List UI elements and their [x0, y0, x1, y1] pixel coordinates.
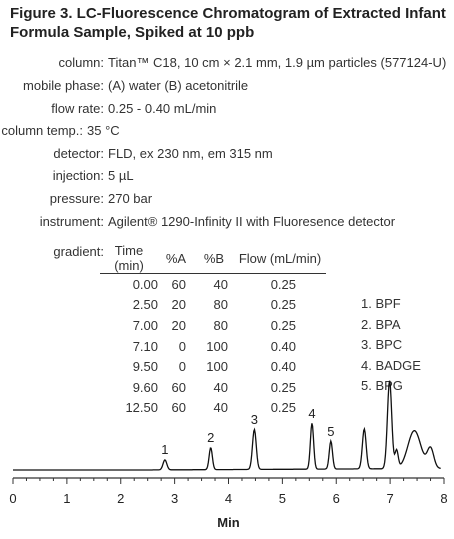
table-row: 7.10 0 100 0.40: [100, 336, 326, 357]
x-tick-label: 1: [63, 491, 70, 506]
table-row: 2.50 20 80 0.25: [100, 295, 326, 316]
gradient-cell: 9.60: [132, 379, 158, 395]
x-tick-label: 4: [225, 491, 232, 506]
condition-label: mobile phase:: [23, 78, 104, 93]
gradient-cell: 0: [178, 359, 186, 375]
gradient-cell: 80: [213, 317, 228, 333]
table-row: 9.50 0 100 0.40: [100, 356, 326, 377]
figure-title: Figure 3. LC-Fluorescence Chromatogram o…: [10, 5, 446, 41]
gradient-cell: 100: [206, 359, 228, 375]
x-tick-label: 5: [279, 491, 286, 506]
gradient-cell: 0.25: [270, 400, 296, 416]
condition-label: column temp.:: [1, 123, 83, 138]
condition-label: pressure:: [49, 191, 104, 206]
gradient-cell: 9.50: [132, 359, 158, 375]
condition-value: FLD, ex 230 nm, em 315 nm: [108, 146, 273, 161]
gradient-cell: 0.00: [132, 276, 158, 292]
condition-label: detector:: [53, 146, 104, 161]
legend-entry: 1. BPF: [361, 296, 401, 311]
gradient-cell: 80: [213, 297, 228, 313]
chromatogram-trace: [13, 380, 441, 471]
condition-value: Titan™ C18, 10 cm × 2.1 mm, 1.9 µm parti…: [108, 55, 447, 70]
legend-entry: 2. BPA: [361, 316, 401, 332]
condition-value: 270 bar: [108, 191, 153, 206]
gradient-header-cell: %A: [158, 243, 194, 274]
table-row: 7.00 20 80 0.25: [100, 315, 326, 336]
peak-label: 3: [251, 412, 258, 427]
gradient-cell: 0.40: [270, 338, 296, 354]
condition-value: (A) water (B) acetonitrile: [108, 78, 249, 93]
gradient-table-header: Time (min) %A %B Flow (mL/min): [100, 243, 326, 274]
x-axis-title: Min: [217, 515, 239, 530]
gradient-cell: 100: [206, 338, 228, 354]
gradient-cell: 0.25: [270, 297, 296, 313]
gradient-cell: 40: [213, 400, 228, 416]
gradient-header-cell: Flow (mL/min): [234, 243, 326, 274]
gradient-cell: 60: [171, 379, 186, 395]
gradient-cell: 0: [178, 338, 186, 354]
gradient-header-cell: Time (min): [100, 243, 158, 274]
gradient-cell: 12.50: [125, 400, 158, 416]
condition-value: Agilent® 1290-Infinity II with Fluoresen…: [108, 214, 396, 229]
condition-value: 0.25 - 0.40 mL/min: [108, 101, 217, 116]
gradient-label: gradient:: [53, 244, 104, 259]
gradient-cell: 7.00: [132, 317, 158, 333]
gradient-cell: 2.50: [132, 297, 158, 313]
gradient-cell: 60: [171, 276, 186, 292]
gradient-cell: 0.25: [270, 317, 296, 333]
table-row: 0.00 60 40 0.25: [100, 274, 326, 295]
peak-label: 2: [207, 430, 214, 445]
gradient-cell: 40: [213, 379, 228, 395]
condition-label: flow rate:: [51, 101, 104, 116]
x-tick-label: 6: [333, 491, 340, 506]
gradient-cell: 60: [171, 400, 186, 416]
x-tick-label: 0: [9, 491, 16, 506]
x-tick-label: 2: [117, 491, 124, 506]
legend-entry: 3. BPC: [361, 337, 403, 353]
peak-label: 4: [308, 406, 315, 421]
gradient-cell: 0.25: [270, 276, 296, 292]
gradient-cell: 40: [213, 276, 228, 292]
condition-label: instrument:: [39, 214, 104, 229]
condition-value: 5 µL: [108, 168, 134, 183]
table-row: 9.60 60 40 0.25: [100, 377, 326, 398]
peak-label: 5: [327, 424, 334, 439]
condition-value: 35 °C: [87, 123, 120, 138]
x-tick-label: 7: [387, 491, 394, 506]
x-tick-label: 8: [440, 491, 447, 506]
peak-legend: 1. BPF 2. BPA 3. BPC 4. BADGE 5. BPG: [361, 296, 421, 399]
gradient-cell: 0.25: [270, 379, 296, 395]
condition-label: injection:: [52, 168, 104, 183]
condition-label: column:: [58, 55, 104, 70]
peak-label: 1: [161, 442, 168, 457]
gradient-cell: 20: [171, 317, 186, 333]
gradient-cell: 20: [171, 297, 186, 313]
table-row: 12.50 60 40 0.25: [100, 398, 326, 419]
gradient-header-cell: %B: [194, 243, 234, 274]
gradient-cell: 0.40: [270, 359, 296, 375]
gradient-table: Time (min) %A %B Flow (mL/min) 0.00 60 40 0.25…: [100, 243, 326, 418]
x-tick-label: 3: [171, 491, 178, 506]
gradient-table-body: 0.00 60 40 0.25 2.50 20 80 0.25 7.00 20 80 0.25 7.10…: [100, 274, 326, 419]
gradient-cell: 7.10: [132, 338, 158, 354]
legend-entry: 4. BADGE: [361, 357, 421, 373]
legend-entry: 5. BPG: [361, 378, 403, 394]
